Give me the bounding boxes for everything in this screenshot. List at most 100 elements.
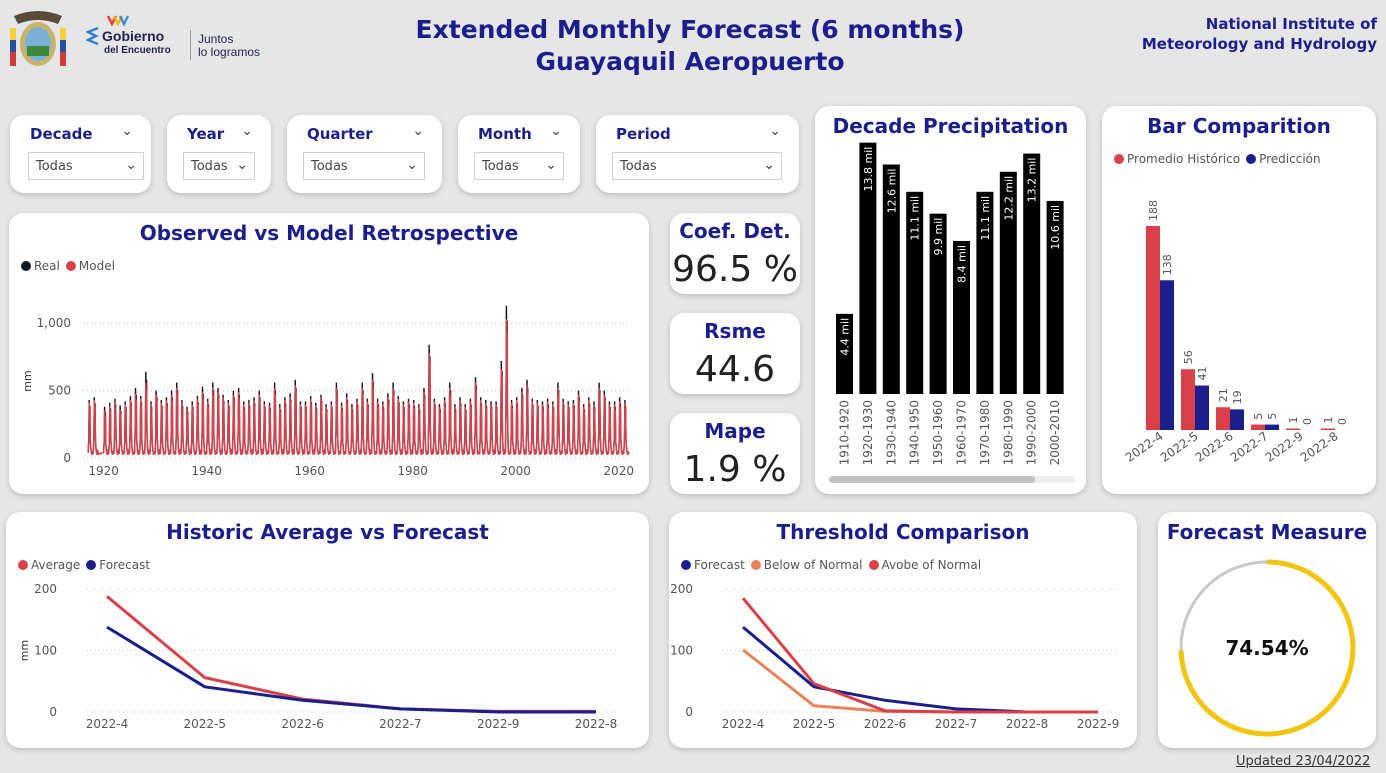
- chevron-down-icon[interactable]: ⌄: [412, 123, 424, 139]
- y-axis-label: mm: [21, 370, 34, 391]
- bar-data-label: 10.6 mil: [1049, 205, 1062, 250]
- horizontal-scrollbar[interactable]: [829, 476, 1075, 483]
- legend-item-average[interactable]: Average: [18, 558, 80, 572]
- y-tick-label: 100: [670, 644, 693, 658]
- institute-name: National Institute of Meteorology and Hy…: [1142, 14, 1377, 54]
- x-tick-label: 2022-7: [379, 717, 422, 731]
- series-line-average: [106, 595, 596, 713]
- forecast-measure-card: Forecast Measure 74.54%: [1158, 512, 1376, 748]
- slicer-quarter[interactable]: Quarter ⌄ Todas ⌄: [287, 115, 442, 193]
- x-tick-label: 2022-7: [1228, 429, 1271, 465]
- y-tick-label: 1,000: [37, 316, 71, 330]
- comparison-bar: [1160, 280, 1174, 430]
- slicer-label: Period: [616, 125, 671, 143]
- chevron-down-icon: ⌄: [406, 157, 418, 173]
- legend-label: Forecast: [694, 558, 745, 572]
- kpi-value: 44.6: [694, 349, 776, 390]
- slicer-dropdown[interactable]: Todas ⌄: [183, 152, 255, 180]
- bar-data-label: 138: [1161, 254, 1174, 275]
- observed-vs-model-chart[interactable]: 0 500 1,000 1920 1940 1960 1980 2000 2020 mm: [9, 213, 649, 494]
- legend-dot: [868, 560, 879, 570]
- chevron-down-icon[interactable]: ⌄: [769, 123, 781, 139]
- comparison-bar: [1216, 407, 1230, 430]
- historic-vs-forecast-chart[interactable]: 0 100 200 2022-4 2022-5 2022-6 2022-7 2022-9 202…: [6, 512, 649, 748]
- gob-slogan1: Juntos: [198, 32, 234, 46]
- bar-data-label: 11.1 mil: [909, 196, 922, 241]
- slicer-year[interactable]: Year ⌄ Todas ⌄: [167, 115, 271, 193]
- logo-divider: [190, 30, 191, 60]
- chart-title: Observed vs Model Retrospective: [139, 221, 519, 245]
- legend-dot: [86, 560, 97, 570]
- historic-vs-forecast-card: Historic Average vs Forecast Average For…: [6, 512, 649, 748]
- x-tick-label: 2022-8: [1006, 717, 1049, 731]
- comparison-bar: [1195, 385, 1209, 430]
- legend-item-prediccion[interactable]: Predicción: [1246, 152, 1321, 166]
- legend-item-forecast[interactable]: Forecast: [86, 558, 150, 572]
- bar-data-label: 12.2 mil: [1002, 176, 1015, 221]
- decade-bar: [859, 142, 877, 394]
- legend-item-above-normal[interactable]: Avobe of Normal: [868, 558, 981, 572]
- chevron-down-icon: ⌄: [763, 157, 775, 173]
- x-tick-label: 2022-5: [793, 717, 836, 731]
- slicer-dropdown[interactable]: Todas ⌄: [474, 152, 564, 180]
- chevron-down-icon: ⌄: [125, 157, 137, 173]
- series-line-avobe-of-normal: [741, 597, 1098, 714]
- chevron-down-icon[interactable]: ⌄: [121, 123, 133, 139]
- chart-legend: Real Model: [21, 259, 121, 273]
- x-tick-label: 2022-9: [1077, 717, 1120, 731]
- gauge-value: 74.54%: [1225, 636, 1308, 660]
- y-tick-label: 0: [685, 705, 693, 719]
- chevron-down-icon[interactable]: ⌄: [550, 123, 562, 139]
- y-tick-label: 0: [63, 451, 71, 465]
- institute-line2: Meteorology and Hydrology: [1141, 35, 1377, 53]
- x-tick-label: 2022-8: [575, 717, 618, 731]
- legend-item-model[interactable]: Model: [65, 259, 115, 273]
- decade-bar: [953, 241, 970, 394]
- legend-label: Promedio Histórico: [1127, 152, 1241, 166]
- chevron-down-icon: ⌄: [545, 157, 557, 173]
- slicer-period[interactable]: Period ⌄ Todas ⌄: [596, 115, 799, 193]
- chart-legend: Forecast Below of Normal Avobe of Normal: [681, 558, 987, 572]
- comparison-bar: [1181, 369, 1195, 430]
- slicer-dropdown[interactable]: Todas ⌄: [612, 152, 782, 180]
- kpi-title: Mape: [704, 419, 766, 443]
- legend-item-forecast[interactable]: Forecast: [681, 558, 745, 572]
- gob-line1: Gobierno: [102, 28, 165, 44]
- legend-label: Predicción: [1259, 152, 1321, 166]
- slicer-decade[interactable]: Decade ⌄ Todas ⌄: [10, 115, 151, 193]
- y-tick-label: 500: [48, 384, 71, 398]
- slicer-month[interactable]: Month ⌄ Todas ⌄: [458, 115, 580, 193]
- slicer-value: Todas: [482, 159, 519, 174]
- slicer-dropdown[interactable]: Todas ⌄: [303, 152, 425, 180]
- decade-bar: [1023, 153, 1041, 394]
- bar-data-label: 4.4 mil: [839, 318, 852, 356]
- legend-item-promedio[interactable]: Promedio Histórico: [1114, 152, 1240, 166]
- chart-legend: Promedio Histórico Predicción: [1114, 152, 1327, 166]
- slicer-value: Todas: [620, 159, 657, 174]
- bar-data-label: 5: [1252, 413, 1265, 420]
- x-tick-label: 2022-8: [1298, 429, 1341, 465]
- scrollbar-thumb[interactable]: [829, 476, 1035, 483]
- bar-data-label: 8.4 mil: [956, 245, 969, 283]
- slicer-value: Todas: [36, 159, 73, 174]
- decade-bar: [1046, 200, 1064, 394]
- bar-data-label: 0: [1336, 418, 1349, 425]
- x-tick-label: 1970-1980: [978, 400, 992, 465]
- decade-precipitation-chart[interactable]: 4.4 mil 1910-1920 13.8 mil 1920-1930 12.6 mi…: [815, 106, 1086, 494]
- forecast-measure-gauge[interactable]: 74.54%: [1158, 512, 1376, 748]
- legend-item-below-normal[interactable]: Below of Normal: [750, 558, 863, 572]
- bar-comparition-card: Bar Comparition Promedio Histórico Predi…: [1102, 106, 1376, 494]
- chevron-down-icon[interactable]: ⌄: [241, 123, 253, 139]
- slicer-dropdown[interactable]: Todas ⌄: [28, 152, 144, 180]
- legend-item-real[interactable]: Real: [21, 259, 60, 273]
- x-tick-label: 1990-2000: [1025, 400, 1039, 465]
- threshold-comparison-chart[interactable]: 0 100 200 2022-4 2022-5 2022-6 2022-7 2022-8 202…: [669, 512, 1137, 748]
- bar-data-label: 41: [1196, 367, 1209, 381]
- decade-bar: [882, 164, 900, 394]
- gauge-arc: [1178, 559, 1356, 737]
- chevron-down-icon: ⌄: [236, 157, 248, 173]
- gob-slogan2: lo logramos: [198, 45, 261, 59]
- kpi-title: Coef. Det.: [679, 219, 791, 243]
- x-tick-label: 2000: [500, 464, 531, 478]
